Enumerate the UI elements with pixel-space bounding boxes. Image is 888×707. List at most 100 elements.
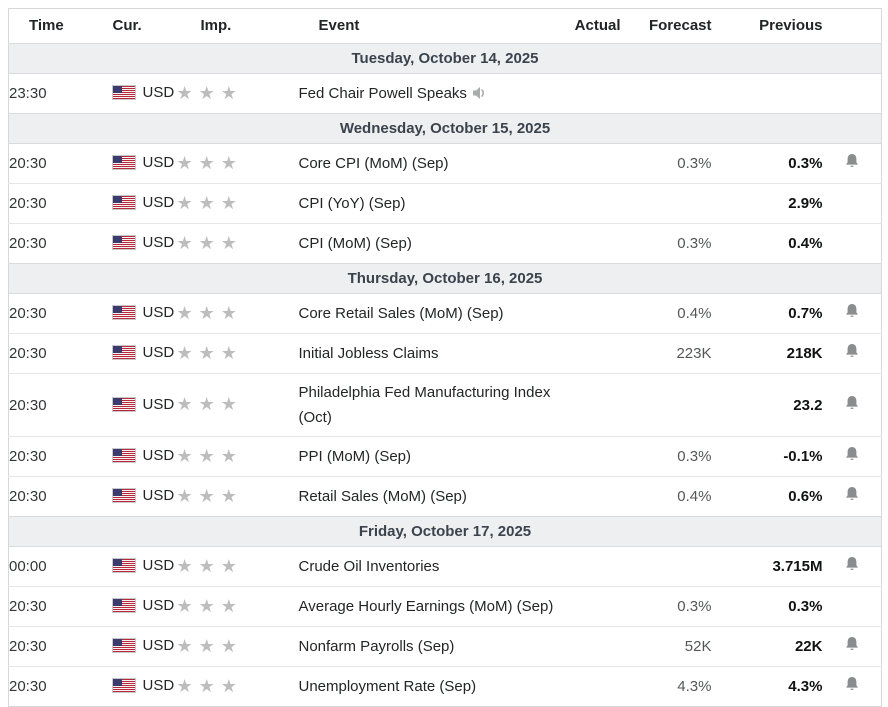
event-time: 20:30 bbox=[8, 223, 94, 264]
us-flag-icon bbox=[112, 397, 135, 411]
event-actual bbox=[558, 333, 621, 374]
importance-stars-3 bbox=[177, 193, 243, 214]
alert-bell-icon[interactable] bbox=[844, 395, 860, 410]
alert-bell-icon[interactable] bbox=[844, 486, 860, 501]
alert-bell-icon[interactable] bbox=[844, 153, 860, 168]
event-forecast: 0.3% bbox=[620, 143, 712, 184]
column-header-event: Event bbox=[298, 8, 559, 44]
event-forecast: 0.4% bbox=[620, 476, 712, 517]
event-previous: 218K bbox=[711, 333, 823, 374]
event-actual bbox=[558, 586, 621, 627]
event-row-cpi-yoy[interactable]: 20:30 USD CPI (YoY) (Sep) 2.9% bbox=[8, 183, 882, 224]
column-header-time: Time bbox=[8, 8, 94, 44]
importance-stars-3 bbox=[177, 303, 243, 324]
alert-bell-icon[interactable] bbox=[844, 303, 860, 318]
event-link[interactable]: Core CPI (MoM) (Sep) bbox=[298, 155, 449, 172]
us-flag-icon bbox=[112, 156, 135, 169]
importance-stars-3 bbox=[177, 636, 243, 657]
event-row-nonfarm-payrolls[interactable]: 20:30 USD Nonfarm Payrolls (Sep) 52K 22K bbox=[8, 626, 882, 667]
event-forecast: 223K bbox=[620, 333, 712, 374]
event-previous: 4.3% bbox=[711, 666, 823, 707]
event-row-average-hourly-earnings[interactable]: 20:30 USD Average Hourly Earnings (MoM) … bbox=[8, 586, 882, 627]
event-link[interactable]: PPI (MoM) (Sep) bbox=[298, 448, 412, 465]
column-header-actual: Actual bbox=[558, 8, 621, 44]
date-band-wednesday: Wednesday, October 15, 2025 bbox=[8, 113, 882, 144]
event-row-philadelphia-fed[interactable]: 20:30 USD Philadelphia Fed Manufacturing… bbox=[8, 373, 882, 437]
currency-code: USD bbox=[142, 304, 175, 321]
currency-code: USD bbox=[142, 344, 175, 361]
alert-bell-icon[interactable] bbox=[844, 636, 860, 651]
event-forecast: 52K bbox=[620, 626, 712, 667]
event-actual bbox=[558, 436, 621, 477]
event-actual bbox=[558, 143, 621, 184]
event-actual bbox=[558, 666, 621, 707]
event-row-initial-jobless-claims[interactable]: 20:30 USD Initial Jobless Claims 223K 21… bbox=[8, 333, 882, 374]
event-row-unemployment-rate[interactable]: 20:30 USD Unemployment Rate (Sep) 4.3% 4… bbox=[8, 666, 882, 707]
currency-code: USD bbox=[142, 677, 175, 694]
importance-stars-3 bbox=[177, 446, 243, 467]
event-previous: 22K bbox=[711, 626, 823, 667]
event-link[interactable]: Philadelphia Fed Manufacturing Index (Oc… bbox=[298, 384, 551, 426]
us-flag-icon bbox=[112, 196, 135, 209]
event-forecast: 0.3% bbox=[620, 223, 712, 264]
event-link[interactable]: CPI (YoY) (Sep) bbox=[298, 195, 406, 212]
event-row-crude-oil-inventories[interactable]: 00:00 USD Crude Oil Inventories 3.715M bbox=[8, 546, 882, 587]
event-forecast: 0.3% bbox=[620, 586, 712, 627]
event-previous: 0.6% bbox=[711, 476, 823, 517]
event-previous: -0.1% bbox=[711, 436, 823, 477]
event-time: 23:30 bbox=[8, 73, 94, 114]
event-link[interactable]: Retail Sales (MoM) (Sep) bbox=[298, 488, 467, 505]
event-row-ppi-mom[interactable]: 20:30 USD PPI (MoM) (Sep) 0.3% -0.1% bbox=[8, 436, 882, 477]
event-link[interactable]: Average Hourly Earnings (MoM) (Sep) bbox=[298, 598, 554, 615]
event-row-fed-chair-powell-speaks[interactable]: 23:30 USD Fed Chair Powell Speaks bbox=[8, 73, 882, 114]
event-time: 00:00 bbox=[8, 546, 94, 587]
alert-bell-icon[interactable] bbox=[844, 446, 860, 461]
event-actual bbox=[558, 223, 621, 264]
event-forecast bbox=[620, 373, 712, 437]
event-previous: 0.7% bbox=[711, 293, 823, 334]
column-header-forecast: Forecast bbox=[620, 8, 712, 44]
event-previous: 0.3% bbox=[711, 586, 823, 627]
currency-code: USD bbox=[142, 395, 175, 413]
currency-code: USD bbox=[142, 154, 175, 171]
alert-bell-icon[interactable] bbox=[844, 676, 860, 691]
event-actual bbox=[558, 476, 621, 517]
event-actual bbox=[558, 373, 621, 437]
event-time: 20:30 bbox=[8, 626, 94, 667]
us-flag-icon bbox=[112, 449, 135, 462]
event-forecast: 0.3% bbox=[620, 436, 712, 477]
event-link[interactable]: Core Retail Sales (MoM) (Sep) bbox=[298, 305, 504, 322]
event-previous: 3.715M bbox=[711, 546, 823, 587]
us-flag-icon bbox=[112, 599, 135, 612]
event-time: 20:30 bbox=[8, 293, 94, 334]
event-link[interactable]: Unemployment Rate (Sep) bbox=[298, 678, 477, 695]
event-actual bbox=[558, 73, 621, 114]
event-time: 20:30 bbox=[8, 476, 94, 517]
event-row-cpi-mom[interactable]: 20:30 USD CPI (MoM) (Sep) 0.3% 0.4% bbox=[8, 223, 882, 264]
currency-code: USD bbox=[142, 234, 175, 251]
event-link[interactable]: Crude Oil Inventories bbox=[298, 558, 440, 575]
event-link[interactable]: Fed Chair Powell Speaks bbox=[298, 85, 467, 102]
date-band-label: Wednesday, October 15, 2025 bbox=[8, 113, 882, 144]
date-band-label: Thursday, October 16, 2025 bbox=[8, 263, 882, 294]
importance-stars-3 bbox=[177, 153, 243, 174]
event-row-core-retail-sales[interactable]: 20:30 USD Core Retail Sales (MoM) (Sep) … bbox=[8, 293, 882, 334]
date-band-label: Friday, October 17, 2025 bbox=[8, 516, 882, 547]
us-flag-icon bbox=[112, 489, 135, 502]
event-actual bbox=[558, 626, 621, 667]
event-row-core-cpi-mom[interactable]: 20:30 USD Core CPI (MoM) (Sep) 0.3% 0.3% bbox=[8, 143, 882, 184]
currency-code: USD bbox=[142, 597, 175, 614]
importance-stars-3 bbox=[177, 676, 243, 697]
event-link[interactable]: Nonfarm Payrolls (Sep) bbox=[298, 638, 455, 655]
event-row-retail-sales[interactable]: 20:30 USD Retail Sales (MoM) (Sep) 0.4% … bbox=[8, 476, 882, 517]
us-flag-icon bbox=[112, 639, 135, 652]
event-time: 20:30 bbox=[8, 373, 94, 437]
us-flag-icon bbox=[112, 559, 135, 572]
event-forecast: 0.4% bbox=[620, 293, 712, 334]
alert-bell-icon[interactable] bbox=[844, 343, 860, 358]
event-link[interactable]: Initial Jobless Claims bbox=[298, 345, 439, 362]
importance-stars-3 bbox=[177, 486, 243, 507]
event-link[interactable]: CPI (MoM) (Sep) bbox=[298, 235, 412, 252]
alert-bell-icon[interactable] bbox=[844, 556, 860, 571]
event-actual bbox=[558, 293, 621, 334]
